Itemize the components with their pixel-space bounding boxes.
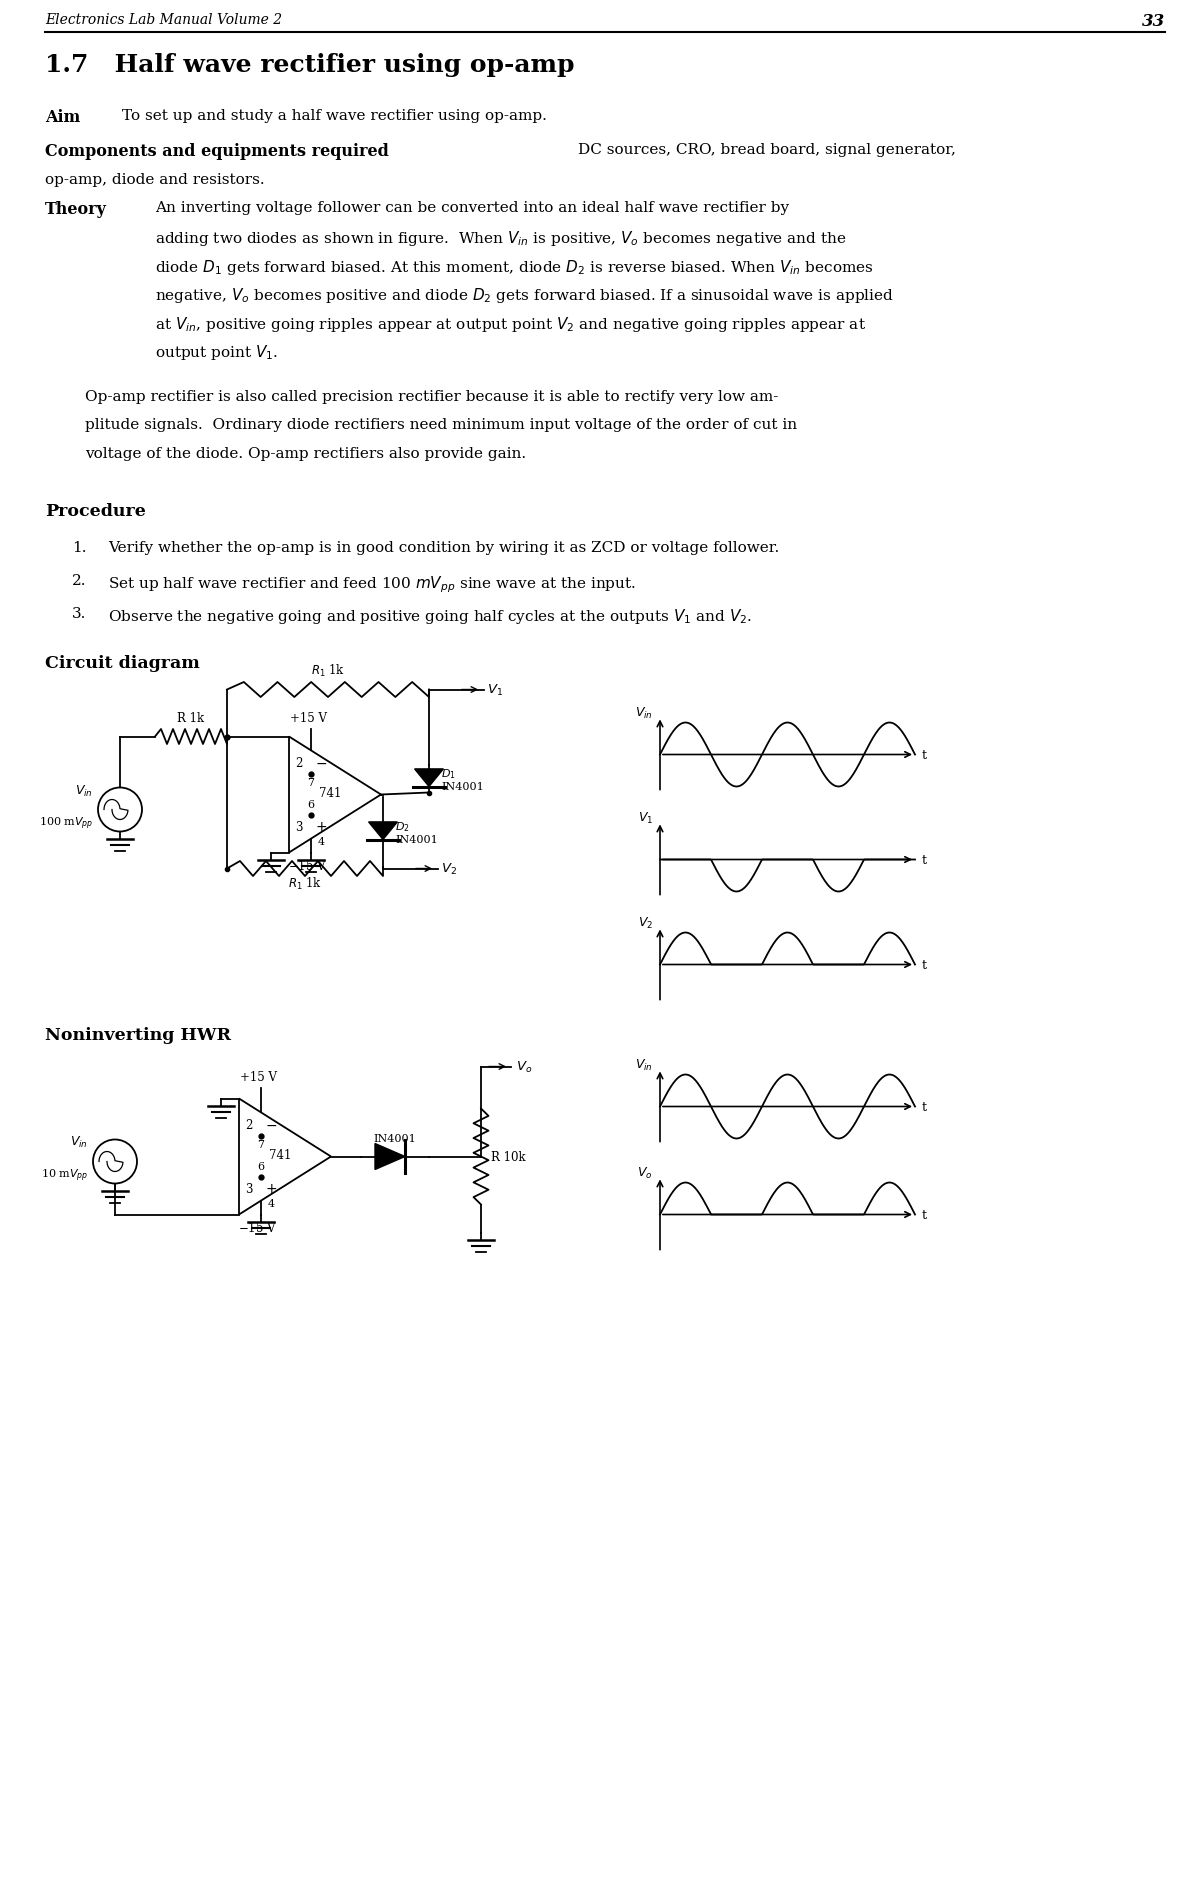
Text: output point $V_1$.: output point $V_1$.: [155, 344, 278, 363]
Text: 1.7   Half wave rectifier using op-amp: 1.7 Half wave rectifier using op-amp: [46, 53, 575, 77]
Text: 1.: 1.: [72, 541, 86, 555]
Text: Components and equipments required: Components and equipments required: [46, 143, 389, 160]
Text: 100 m$V_{pp}$: 100 m$V_{pp}$: [38, 816, 94, 831]
Text: $-$15 V: $-$15 V: [239, 1220, 277, 1233]
Text: $R_1$ 1k: $R_1$ 1k: [311, 662, 346, 679]
Polygon shape: [368, 822, 397, 840]
Text: Theory: Theory: [46, 201, 107, 218]
Circle shape: [98, 788, 142, 833]
Text: 741: 741: [269, 1149, 292, 1162]
Text: adding two diodes as shown in figure.  When $V_{in}$ is positive, $V_o$ becomes : adding two diodes as shown in figure. Wh…: [155, 229, 846, 248]
Text: +15 V: +15 V: [240, 1070, 276, 1083]
Text: plitude signals.  Ordinary diode rectifiers need minimum input voltage of the or: plitude signals. Ordinary diode rectifie…: [85, 417, 797, 432]
Text: 4: 4: [268, 1199, 275, 1209]
Text: t: t: [922, 959, 926, 972]
Text: Aim: Aim: [46, 109, 80, 126]
Text: 3: 3: [245, 1183, 252, 1196]
Text: $V_2$: $V_2$: [638, 916, 653, 931]
Text: 741: 741: [319, 786, 341, 799]
Text: Observe the negative going and positive going half cycles at the outputs $V_1$ a: Observe the negative going and positive …: [108, 607, 752, 626]
Text: $V_{in}$: $V_{in}$: [70, 1136, 88, 1151]
Text: $V_{in}$: $V_{in}$: [635, 1057, 653, 1072]
Text: 6: 6: [257, 1162, 264, 1171]
Text: To set up and study a half wave rectifier using op-amp.: To set up and study a half wave rectifie…: [122, 109, 547, 122]
Polygon shape: [239, 1100, 331, 1214]
Text: IN4001: IN4001: [373, 1134, 416, 1143]
Text: voltage of the diode. Op-amp rectifiers also provide gain.: voltage of the diode. Op-amp rectifiers …: [85, 447, 526, 461]
Text: $D_1$
IN4001: $D_1$ IN4001: [442, 767, 484, 791]
Text: Circuit diagram: Circuit diagram: [46, 654, 199, 673]
Text: $D_2$
IN4001: $D_2$ IN4001: [395, 820, 438, 844]
Text: t: t: [922, 1100, 926, 1113]
Text: op-amp, diode and resistors.: op-amp, diode and resistors.: [46, 173, 265, 186]
Text: Electronics Lab Manual Volume 2: Electronics Lab Manual Volume 2: [46, 13, 282, 26]
Text: 33: 33: [1141, 13, 1165, 30]
Text: R 10k: R 10k: [491, 1151, 526, 1164]
Polygon shape: [289, 737, 382, 854]
Polygon shape: [374, 1143, 406, 1169]
Text: 3.: 3.: [72, 607, 86, 620]
Text: $V_2$: $V_2$: [442, 861, 457, 876]
Text: −: −: [265, 1119, 277, 1132]
Text: +15 V: +15 V: [289, 713, 326, 726]
Text: 3: 3: [295, 820, 302, 833]
Text: diode $D_1$ gets forward biased. At this moment, diode $D_2$ is reverse biased. : diode $D_1$ gets forward biased. At this…: [155, 258, 874, 276]
Text: 10 m$V_{pp}$: 10 m$V_{pp}$: [41, 1167, 88, 1183]
Text: $V_1$: $V_1$: [637, 810, 653, 825]
Text: $-$15 V: $-$15 V: [288, 859, 328, 872]
Text: −: −: [316, 756, 326, 771]
Text: t: t: [922, 748, 926, 761]
Polygon shape: [415, 769, 444, 788]
Text: 7: 7: [257, 1139, 264, 1149]
Text: 7: 7: [307, 776, 314, 788]
Text: $R_1$ 1k: $R_1$ 1k: [288, 874, 322, 891]
Text: +: +: [316, 820, 326, 835]
Circle shape: [94, 1139, 137, 1184]
Text: Set up half wave rectifier and feed 100 $mV_{pp}$ sine wave at the input.: Set up half wave rectifier and feed 100 …: [108, 573, 636, 594]
Text: Op-amp rectifier is also called precision rectifier because it is able to rectif: Op-amp rectifier is also called precisio…: [85, 389, 779, 404]
Text: R 1k: R 1k: [178, 713, 204, 726]
Text: 2.: 2.: [72, 573, 86, 588]
Text: 4: 4: [318, 837, 325, 846]
Text: Noninverting HWR: Noninverting HWR: [46, 1026, 230, 1043]
Text: DC sources, CRO, bread board, signal generator,: DC sources, CRO, bread board, signal gen…: [578, 143, 956, 156]
Text: $V_{in}$: $V_{in}$: [635, 705, 653, 720]
Text: t: t: [922, 854, 926, 867]
Text: 6: 6: [307, 799, 314, 810]
Text: 2: 2: [245, 1119, 252, 1132]
Text: $V_1$: $V_1$: [487, 682, 503, 697]
Text: 2: 2: [295, 756, 302, 769]
Text: +: +: [265, 1183, 277, 1196]
Text: Verify whether the op-amp is in good condition by wiring it as ZCD or voltage fo: Verify whether the op-amp is in good con…: [108, 541, 779, 555]
Text: $V_o$: $V_o$: [637, 1166, 653, 1181]
Text: $V_o$: $V_o$: [516, 1060, 533, 1075]
Text: An inverting voltage follower can be converted into an ideal half wave rectifier: An inverting voltage follower can be con…: [155, 201, 790, 214]
Text: Procedure: Procedure: [46, 504, 146, 521]
Text: at $V_{in}$, positive going ripples appear at output point $V_2$ and negative go: at $V_{in}$, positive going ripples appe…: [155, 314, 866, 335]
Text: negative, $V_o$ becomes positive and diode $D_2$ gets forward biased. If a sinus: negative, $V_o$ becomes positive and dio…: [155, 286, 894, 305]
Text: t: t: [922, 1209, 926, 1222]
Text: $V_{in}$: $V_{in}$: [76, 782, 94, 799]
